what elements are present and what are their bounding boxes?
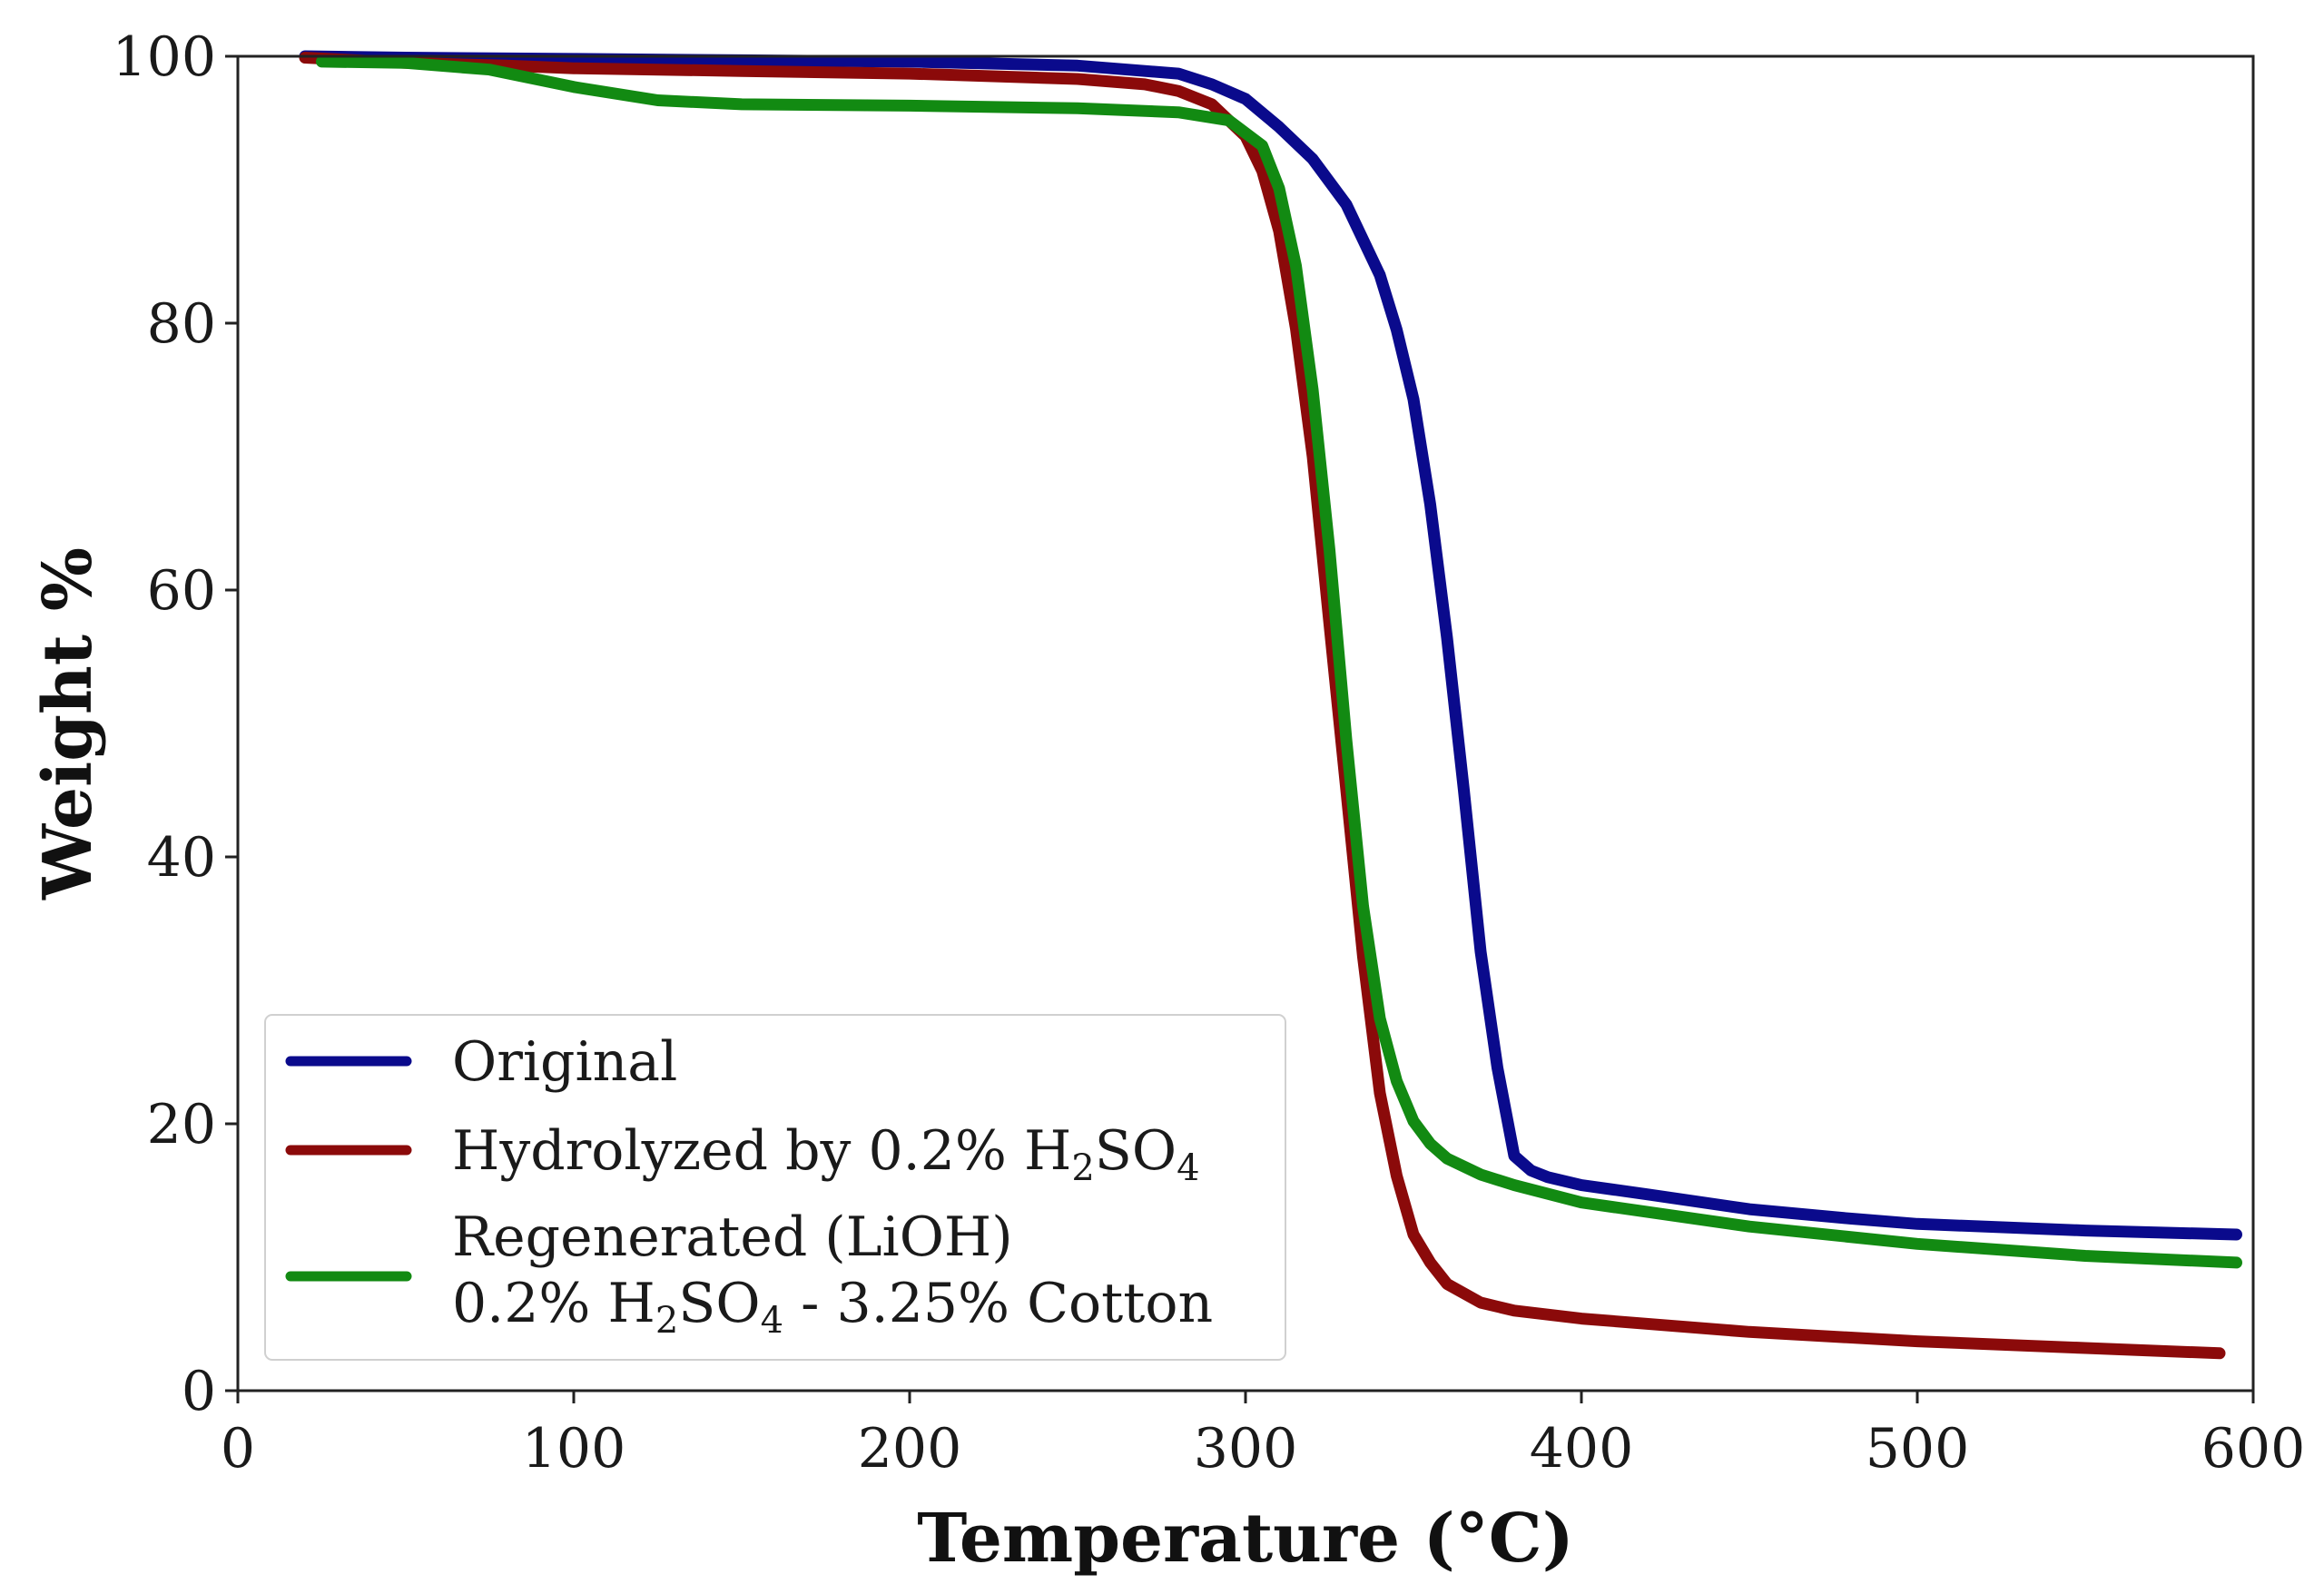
legend-text-regenerated-a: Regenerated (LiOH) <box>452 1205 1013 1269</box>
legend: Original Hydrolyzed by 0.2% H2SO4 Regene… <box>264 1014 1286 1361</box>
series-line-1 <box>299 52 2226 1360</box>
y-tick-label: 20 <box>147 1093 216 1156</box>
y-tick-label: 0 <box>182 1360 216 1423</box>
legend-label-regenerated-line1: Regenerated (LiOH) <box>452 1205 1013 1269</box>
y-axis: 0 20 40 60 80 100 <box>112 25 238 1423</box>
y-tick-label: 40 <box>147 826 216 890</box>
x-tick-label: 500 <box>1866 1417 1970 1481</box>
legend-sub-4: 4 <box>1177 1147 1199 1189</box>
legend-text-original: Original <box>452 1030 677 1094</box>
legend-text-regenerated-d: - 3.25% Cotton <box>783 1272 1213 1335</box>
plot-lines <box>299 50 2242 1360</box>
legend-sub-2b: 2 <box>655 1300 678 1342</box>
y-tick-label: 100 <box>112 25 216 89</box>
legend-label-regenerated-line2: 0.2% H2SO4 - 3.25% Cotton <box>452 1272 1213 1342</box>
legend-text-regenerated-b: 0.2% H <box>452 1272 655 1335</box>
legend-sub-4b: 4 <box>761 1300 783 1342</box>
x-axis: 0 100 200 300 400 500 600 <box>221 1391 2305 1481</box>
legend-box <box>264 1014 1286 1361</box>
legend-label-original: Original <box>452 1030 677 1094</box>
legend-text-hydrolyzed-a: Hydrolyzed by 0.2% H <box>452 1119 1071 1183</box>
x-tick-label: 400 <box>1530 1417 1634 1481</box>
legend-label-hydrolyzed: Hydrolyzed by 0.2% H2SO4 <box>452 1119 1200 1189</box>
y-tick-label: 60 <box>147 559 216 623</box>
x-tick-label: 200 <box>858 1417 962 1481</box>
x-tick-label: 300 <box>1194 1417 1298 1481</box>
x-tick-label: 600 <box>2201 1417 2306 1481</box>
legend-text-regenerated-c: SO <box>678 1272 760 1335</box>
series-line-0 <box>299 50 2242 1241</box>
legend-sub-2: 2 <box>1071 1147 1094 1189</box>
y-axis-title: Weight % <box>29 547 107 900</box>
x-tick-label: 100 <box>522 1417 626 1481</box>
legend-text-hydrolyzed-b: SO <box>1095 1119 1177 1183</box>
x-tick-label: 0 <box>221 1417 255 1481</box>
series-line-2 <box>316 55 2242 1269</box>
y-tick-label: 80 <box>147 292 216 356</box>
x-axis-title: Temperature (°C) <box>917 1500 1573 1578</box>
